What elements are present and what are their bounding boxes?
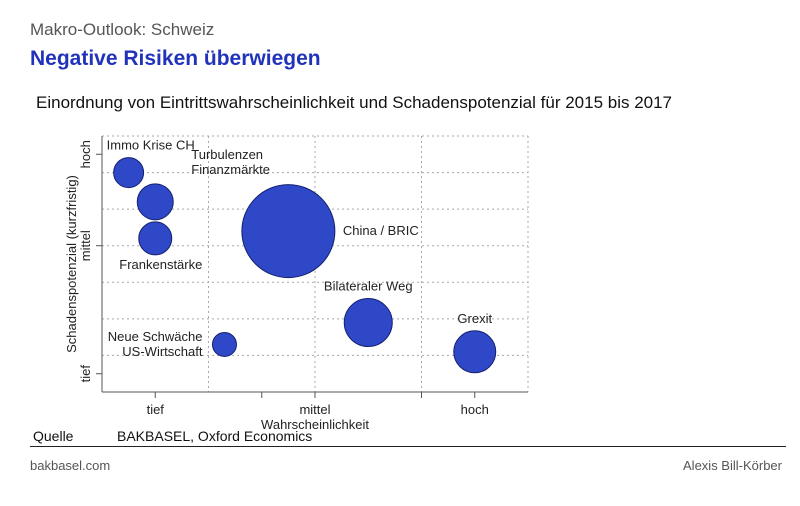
bubble-label-line: Frankenstärke [119, 257, 202, 272]
bubble-label: Bilateraler Weg [324, 279, 413, 294]
bubble [453, 330, 497, 374]
y-tick-label: tief [78, 365, 93, 383]
y-tick-label: mittel [78, 230, 93, 261]
chart-title: Einordnung von Eintrittswahrscheinlichke… [36, 93, 673, 112]
x-tick-label: mittel [299, 402, 330, 417]
bubble [136, 183, 174, 221]
bubble-label-line: Immo Krise CH [107, 138, 195, 153]
bubble [211, 331, 237, 357]
bubble-label-line: Bilateraler Weg [324, 279, 413, 294]
x-tick-label: tief [147, 402, 165, 417]
bubble-label: Turbulenzen Finanzmärkte [191, 147, 270, 177]
footer-author: Alexis Bill-Körber [683, 458, 782, 473]
bubble [241, 184, 336, 279]
y-tick-label: hoch [78, 140, 93, 168]
source-label: Quelle [33, 428, 74, 444]
bubble-label-line: Turbulenzen [191, 147, 263, 162]
x-tick-label: hoch [461, 402, 489, 417]
page-title: Negative Risiken überwiegen [30, 47, 321, 70]
bubble-label: Neue Schwäche US-Wirtschaft [108, 329, 203, 359]
source-text: BAKBASEL, Oxford Economics [117, 428, 313, 444]
bubble-label-line: US-Wirtschaft [122, 344, 203, 359]
bubble-label-line: China / BRIC [343, 223, 419, 238]
bubble-label: Grexit [457, 311, 492, 326]
bubble [343, 298, 393, 348]
bubble-label-line: Neue Schwäche [108, 329, 203, 344]
bubble [138, 221, 173, 256]
bubble-label: Immo Krise CH [107, 138, 195, 153]
bubble-label: Frankenstärke [119, 257, 202, 272]
footer-website: bakbasel.com [30, 458, 111, 473]
bubble-label-line: Grexit [457, 311, 492, 326]
bubble [113, 157, 145, 189]
footer-rule [30, 446, 786, 447]
header-kicker: Makro-Outlook: Schweiz [30, 20, 215, 39]
y-axis-title: Schadenspotenzial (kurzfristig) [64, 175, 79, 353]
bubble-label-line: Finanzmärkte [191, 162, 270, 177]
x-axis-title: Wahrscheinlichkeit [261, 417, 369, 432]
bubble-label: China / BRIC [343, 223, 419, 238]
